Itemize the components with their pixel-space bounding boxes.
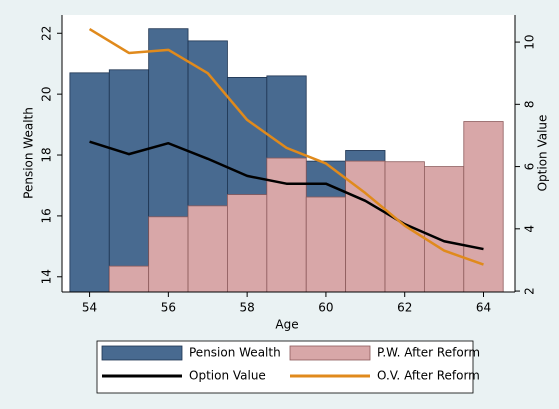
line: [88, 27, 484, 266]
x-tick-label: 62: [397, 301, 412, 315]
bar: [187, 205, 228, 293]
bar: [423, 166, 465, 293]
bar: [108, 69, 150, 293]
y2-tick-label: 6: [523, 163, 537, 171]
y2-tick-label: 2: [523, 287, 537, 295]
legend-label: P.W. After Reform: [377, 346, 480, 360]
y2-axis-label: Option Value: [536, 115, 550, 192]
y2-tick-label: 4: [523, 225, 537, 233]
y2-tick-label: 10: [523, 34, 537, 49]
bar: [108, 265, 150, 293]
bar: [266, 157, 307, 293]
legend-label: Option Value: [189, 369, 266, 383]
y-axis-label: Pension Wealth: [22, 107, 36, 199]
x-axis-label: Age: [275, 318, 298, 332]
legend-label: Pension Wealth: [189, 346, 281, 360]
bar: [148, 216, 189, 293]
bar: [69, 72, 110, 293]
y-tick-label: 14: [40, 269, 54, 284]
bar: [305, 196, 347, 293]
line: [89, 140, 484, 251]
x-tick-label: 64: [476, 301, 491, 315]
bar: [463, 121, 504, 293]
legend-swatch: [101, 345, 183, 361]
x-tick-label: 60: [318, 301, 333, 315]
bar: [227, 194, 268, 293]
y-tick-label: 20: [40, 87, 54, 102]
legend-swatch: [289, 345, 371, 361]
legend-label: O.V. After Reform: [377, 369, 480, 383]
y-tick-label: 16: [40, 208, 54, 223]
x-tick-label: 58: [239, 301, 254, 315]
y-tick-label: 18: [40, 147, 54, 162]
x-tick-label: 54: [82, 301, 97, 315]
y2-tick-label: 8: [523, 101, 537, 109]
y-tick-label: 22: [40, 26, 54, 41]
x-tick-label: 56: [161, 301, 176, 315]
bar: [345, 160, 386, 293]
